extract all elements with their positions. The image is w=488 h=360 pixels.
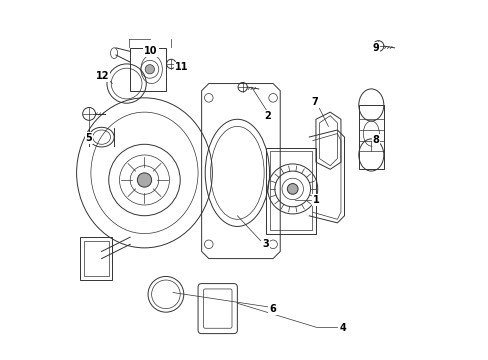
Text: 1: 1 — [312, 195, 319, 204]
Circle shape — [287, 184, 298, 194]
Text: 11: 11 — [175, 63, 188, 72]
Bar — [130, 48, 165, 91]
Text: 6: 6 — [268, 304, 275, 314]
Text: 5: 5 — [85, 133, 92, 143]
Text: 4: 4 — [339, 323, 346, 333]
Text: 2: 2 — [264, 111, 270, 121]
Bar — [265, 148, 315, 234]
Bar — [80, 237, 112, 280]
Text: 7: 7 — [311, 97, 318, 107]
Text: 9: 9 — [372, 43, 379, 53]
Text: 3: 3 — [262, 239, 269, 249]
Text: 8: 8 — [372, 135, 379, 145]
Circle shape — [145, 64, 154, 74]
Circle shape — [137, 173, 151, 187]
Bar — [269, 152, 312, 230]
Text: 12: 12 — [95, 71, 109, 81]
Bar — [358, 105, 383, 169]
Text: 10: 10 — [144, 46, 157, 56]
Bar — [83, 241, 108, 276]
